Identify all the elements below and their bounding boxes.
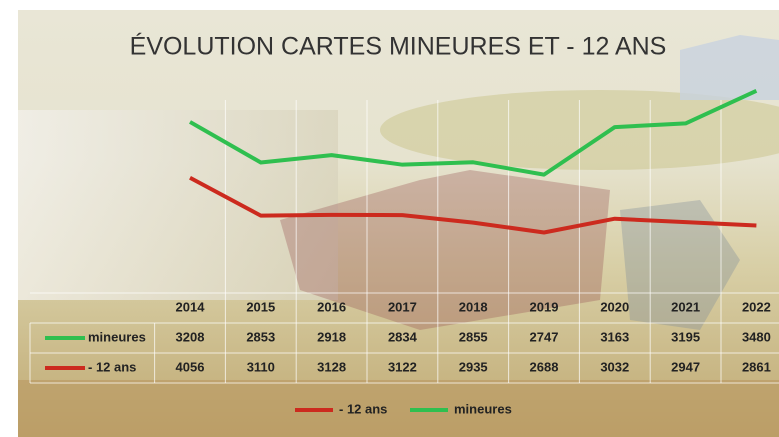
x-tick-label: 2021 (671, 299, 700, 314)
table-value: 3032 (600, 359, 629, 374)
legend-label: mineures (454, 401, 512, 416)
table-value: 3195 (671, 329, 700, 344)
x-tick-label: 2018 (459, 299, 488, 314)
chart: ÉVOLUTION CARTES MINEURES ET - 12 ANS 20… (0, 0, 779, 437)
x-tick-label: 2016 (317, 299, 346, 314)
table-value: 2947 (671, 359, 700, 374)
table-value: 3128 (317, 359, 346, 374)
table-value: 2834 (388, 329, 418, 344)
table-value: 3480 (742, 329, 771, 344)
chart-title: ÉVOLUTION CARTES MINEURES ET - 12 ANS (130, 32, 667, 61)
table-value: 3208 (176, 329, 205, 344)
table-value: 2855 (459, 329, 488, 344)
x-tick-label: 2019 (530, 299, 559, 314)
table-value: 2918 (317, 329, 346, 344)
table-value: 2688 (530, 359, 559, 374)
table-value: 2747 (530, 329, 559, 344)
table-value: 3163 (600, 329, 629, 344)
table-value: 4056 (176, 359, 205, 374)
table-value: 2935 (459, 359, 488, 374)
table-value: 3122 (388, 359, 417, 374)
legend-label: - 12 ans (339, 401, 387, 416)
table-value: 2861 (742, 359, 771, 374)
row-label: mineures (88, 329, 146, 344)
x-tick-label: 2015 (246, 299, 275, 314)
table-value: 2853 (246, 329, 275, 344)
x-tick-label: 2022 (742, 299, 771, 314)
table-value: 3110 (247, 359, 275, 374)
x-tick-label: 2014 (176, 299, 206, 314)
x-tick-label: 2020 (600, 299, 629, 314)
x-tick-label: 2017 (388, 299, 417, 314)
row-label: - 12 ans (88, 359, 136, 374)
